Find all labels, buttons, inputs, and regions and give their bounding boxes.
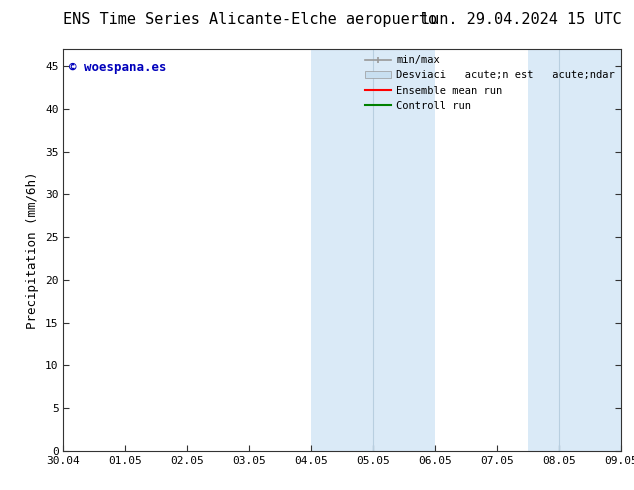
Bar [528, 49, 621, 451]
Text: ENS Time Series Alicante-Elche aeropuerto: ENS Time Series Alicante-Elche aeropuert… [63, 12, 437, 27]
Text: © woespana.es: © woespana.es [69, 61, 167, 74]
Text: lun. 29.04.2024 15 UTC: lun. 29.04.2024 15 UTC [420, 12, 621, 27]
Legend: min/max, Desviaci   acute;n est   acute;ndar, Ensemble mean run, Controll run: min/max, Desviaci acute;n est acute;ndar… [361, 51, 619, 115]
Y-axis label: Precipitation (mm/6h): Precipitation (mm/6h) [27, 171, 39, 329]
Bar [311, 49, 436, 451]
